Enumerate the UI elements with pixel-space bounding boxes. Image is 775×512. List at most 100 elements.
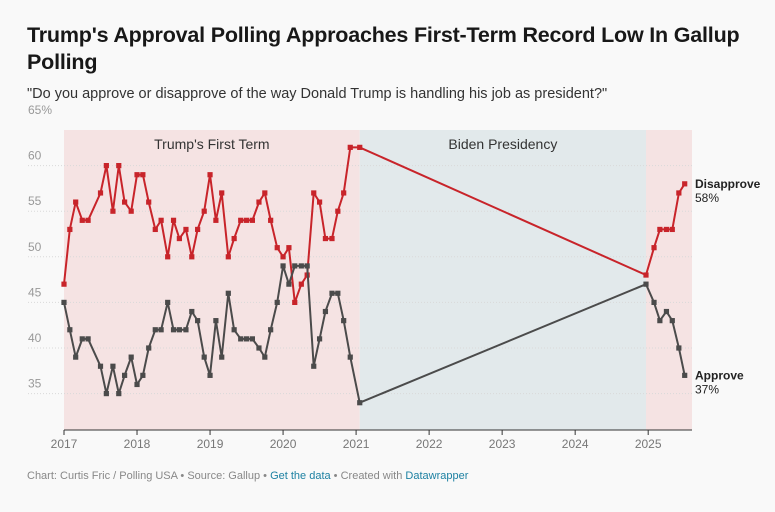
data-point-disapprove <box>643 272 649 278</box>
footer-source: Source: Gallup <box>187 470 261 482</box>
data-point-disapprove <box>79 217 85 223</box>
data-point-disapprove <box>134 172 140 178</box>
data-point-disapprove <box>152 226 158 233</box>
datawrapper-link[interactable]: Datawrapper <box>405 470 469 482</box>
data-point-disapprove <box>122 199 128 205</box>
series-label-disapprove: Disapprove <box>695 177 761 191</box>
data-point-disapprove <box>316 199 323 205</box>
data-point-disapprove <box>146 199 152 205</box>
data-point-disapprove <box>298 281 304 287</box>
data-point-disapprove <box>103 163 109 169</box>
data-point-approve <box>280 263 286 269</box>
data-point-approve <box>286 281 292 287</box>
data-point-disapprove <box>663 226 670 233</box>
footer-created: Created with <box>340 470 403 482</box>
data-point-disapprove <box>61 281 67 287</box>
period-label: Trump's First Term <box>154 136 269 152</box>
x-tick-label: 2020 <box>270 437 297 451</box>
data-point-approve <box>67 327 73 333</box>
data-point-disapprove <box>311 190 317 196</box>
data-point-approve <box>97 363 104 369</box>
x-tick-label: 2022 <box>416 437 443 451</box>
chart-title: Trump's Approval Polling Approaches Firs… <box>27 23 740 74</box>
data-point-disapprove <box>657 226 663 233</box>
data-point-disapprove <box>225 254 231 260</box>
data-point-approve <box>73 354 79 360</box>
data-point-disapprove <box>67 226 73 233</box>
data-point-approve <box>116 391 122 397</box>
data-point-disapprove <box>170 217 177 223</box>
data-point-disapprove <box>97 190 104 196</box>
data-point-disapprove <box>357 144 363 150</box>
data-point-approve <box>256 345 262 351</box>
period-band <box>64 130 360 430</box>
footer: Chart: Curtis Fric / Polling USA • Sourc… <box>27 470 468 482</box>
data-point-approve <box>298 263 304 269</box>
data-point-disapprove <box>140 172 146 178</box>
data-point-disapprove <box>110 208 116 214</box>
y-tick-label: 35 <box>28 377 42 391</box>
x-tick-label: 2025 <box>635 437 662 451</box>
data-point-disapprove <box>231 235 237 242</box>
data-point-disapprove <box>189 254 195 260</box>
data-point-disapprove <box>651 245 657 251</box>
data-point-approve <box>176 327 182 333</box>
y-tick-label: 50 <box>28 240 42 254</box>
data-point-disapprove <box>219 190 225 196</box>
data-point-disapprove <box>243 217 250 223</box>
x-tick-label: 2018 <box>124 437 151 451</box>
get-data-link[interactable]: Get the data <box>270 470 331 482</box>
data-point-approve <box>262 354 268 360</box>
data-point-approve <box>213 318 219 324</box>
data-point-disapprove <box>268 217 274 223</box>
data-point-approve <box>329 290 335 296</box>
data-point-approve <box>304 263 310 269</box>
data-point-approve <box>335 290 341 296</box>
data-point-approve <box>103 391 109 397</box>
data-point-approve <box>207 372 213 378</box>
data-point-approve <box>311 363 317 369</box>
data-point-approve <box>219 354 225 360</box>
data-point-disapprove <box>347 144 353 150</box>
data-point-disapprove <box>201 208 207 214</box>
footer-sep: • <box>177 470 188 482</box>
y-tick-label: 60 <box>28 149 42 163</box>
y-tick-label: 45 <box>28 285 42 299</box>
data-point-disapprove <box>262 190 268 196</box>
x-axis: 2017 2018 2019 2020 2021 2022 2023 2024 2025 <box>51 429 692 451</box>
data-point-disapprove <box>128 208 134 214</box>
data-point-disapprove <box>280 254 286 260</box>
data-point-disapprove <box>207 172 213 178</box>
data-point-approve <box>682 372 688 378</box>
data-point-disapprove <box>274 245 280 251</box>
data-point-approve <box>158 327 164 333</box>
x-tick-label: 2019 <box>197 437 224 451</box>
period-label: Biden Presidency <box>448 136 557 152</box>
data-point-disapprove <box>286 245 292 251</box>
data-point-approve <box>268 327 274 333</box>
data-point-approve <box>292 263 298 269</box>
data-point-approve <box>663 308 670 315</box>
y-tick-label: 55 <box>28 194 42 208</box>
data-point-disapprove <box>213 217 219 223</box>
data-point-approve <box>238 336 244 342</box>
footer-sep: • <box>260 470 271 482</box>
data-point-disapprove <box>238 217 244 223</box>
data-point-approve <box>189 308 195 315</box>
data-point-disapprove <box>322 235 329 242</box>
x-tick-label: 2017 <box>51 437 78 451</box>
data-point-approve <box>274 299 280 305</box>
footer-sep: • <box>330 470 341 482</box>
data-point-disapprove <box>341 190 347 196</box>
x-tick-label: 2024 <box>562 437 589 451</box>
data-point-approve <box>657 318 663 324</box>
data-point-approve <box>651 299 657 305</box>
data-point-approve <box>243 336 250 342</box>
data-point-disapprove <box>73 199 79 205</box>
data-point-disapprove <box>249 217 255 223</box>
data-point-approve <box>357 400 363 406</box>
data-point-approve <box>322 308 329 315</box>
series-value-disapprove: 58% <box>695 191 719 205</box>
data-point-approve <box>643 281 649 287</box>
data-point-disapprove <box>176 235 182 242</box>
